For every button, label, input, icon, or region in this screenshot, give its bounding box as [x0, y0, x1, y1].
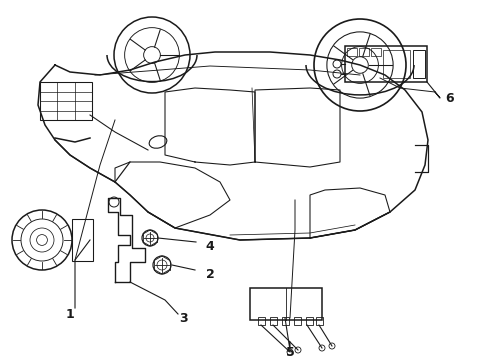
Bar [249, 288, 321, 320]
Bar [382, 50, 409, 78]
Bar [346, 48, 356, 56]
Text: 6: 6 [445, 91, 453, 104]
Bar [282, 317, 288, 325]
Bar [72, 219, 93, 261]
Bar [358, 48, 368, 56]
Bar [269, 317, 276, 325]
Bar [293, 317, 301, 325]
Text: 3: 3 [178, 311, 187, 324]
Bar [258, 317, 264, 325]
Bar [345, 46, 426, 82]
Text: 4: 4 [205, 239, 214, 252]
Bar [315, 317, 323, 325]
Text: 1: 1 [65, 307, 74, 320]
Text: 5: 5 [285, 346, 294, 359]
Text: 2: 2 [205, 267, 214, 280]
Bar [412, 50, 424, 78]
Bar [370, 48, 380, 56]
Bar [305, 317, 312, 325]
Bar [40, 82, 92, 120]
